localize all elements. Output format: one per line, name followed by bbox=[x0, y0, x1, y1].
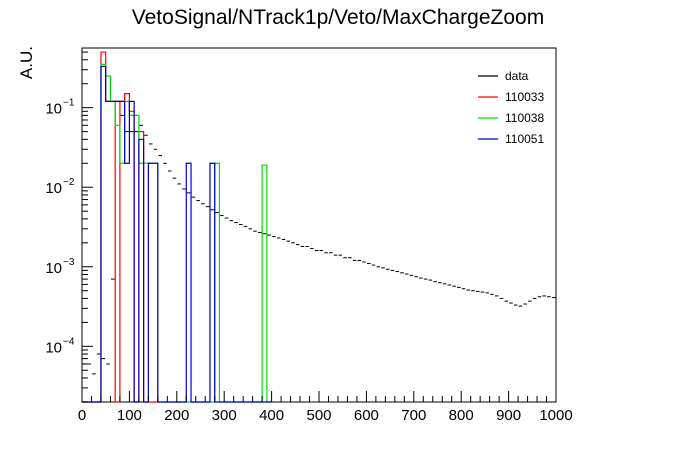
legend-label: data bbox=[505, 69, 529, 83]
y-tick-exponent: −1 bbox=[63, 98, 75, 109]
chart-title: VetoSignal/NTrack1p/Veto/MaxChargeZoom bbox=[132, 6, 544, 29]
y-tick-base: 10 bbox=[45, 260, 62, 277]
y-tick-base: 10 bbox=[45, 101, 62, 118]
series-110038-line bbox=[82, 63, 272, 403]
x-axis: 0 100 200 300 400 500 600 700 800 900 1000 bbox=[78, 391, 573, 424]
data-points bbox=[82, 100, 556, 375]
legend-label: 110033 bbox=[505, 90, 544, 104]
x-tick-label: 400 bbox=[259, 407, 284, 424]
y-tick-exponent: −2 bbox=[63, 177, 75, 188]
x-tick-label: 100 bbox=[117, 407, 142, 424]
legend: data 110033 110038 110051 bbox=[478, 69, 544, 146]
x-tick-label: 300 bbox=[212, 407, 237, 424]
y-tick-label: 10 −2 bbox=[45, 177, 75, 197]
x-tick-label: 800 bbox=[449, 407, 474, 424]
y-tick-base: 10 bbox=[45, 339, 62, 356]
x-tick-label: 200 bbox=[164, 407, 189, 424]
y-tick-exponent: −4 bbox=[63, 336, 75, 347]
series-110051-line bbox=[82, 65, 272, 403]
y-tick-label: 10 −3 bbox=[45, 257, 75, 277]
x-tick-label: 0 bbox=[78, 407, 86, 424]
y-axis: 10−410−310−210−1 bbox=[45, 51, 93, 403]
x-tick-label: 600 bbox=[354, 407, 379, 424]
y-axis-label: A.U. bbox=[17, 46, 36, 79]
histograms bbox=[82, 51, 272, 403]
x-tick-label: 500 bbox=[306, 407, 331, 424]
y-tick-label: 10 −4 bbox=[45, 336, 75, 356]
legend-label: 110051 bbox=[505, 132, 544, 146]
plot-frame bbox=[81, 47, 557, 403]
legend-label: 110038 bbox=[505, 111, 544, 125]
y-tick-base: 10 bbox=[45, 180, 62, 197]
x-tick-label: 900 bbox=[496, 407, 521, 424]
y-tick-exponent: −3 bbox=[63, 257, 75, 268]
x-tick-label: 700 bbox=[401, 407, 426, 424]
x-tick-label: 1000 bbox=[539, 407, 572, 424]
series-110033-line bbox=[82, 51, 158, 403]
y-tick-label: 10 −1 bbox=[45, 98, 75, 118]
